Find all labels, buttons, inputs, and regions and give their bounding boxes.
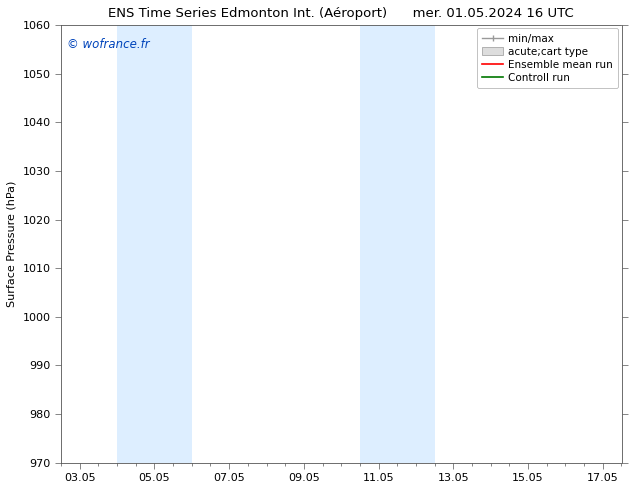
Text: © wofrance.fr: © wofrance.fr xyxy=(67,38,149,51)
Bar xyxy=(117,25,192,463)
Legend: min/max, acute;cart type, Ensemble mean run, Controll run: min/max, acute;cart type, Ensemble mean … xyxy=(477,28,618,88)
Y-axis label: Surface Pressure (hPa): Surface Pressure (hPa) xyxy=(7,181,17,307)
Title: ENS Time Series Edmonton Int. (Aéroport)      mer. 01.05.2024 16 UTC: ENS Time Series Edmonton Int. (Aéroport)… xyxy=(108,7,574,20)
Bar xyxy=(360,25,435,463)
